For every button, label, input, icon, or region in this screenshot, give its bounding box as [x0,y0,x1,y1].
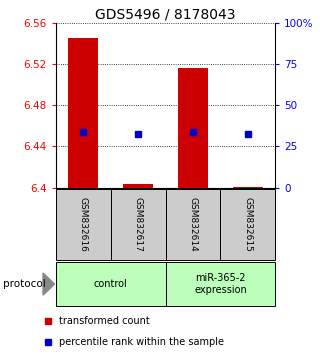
Text: transformed count: transformed count [59,316,149,326]
Title: GDS5496 / 8178043: GDS5496 / 8178043 [95,8,236,22]
Bar [111,189,166,260]
Text: protocol: protocol [3,279,46,289]
Bar [166,189,220,260]
Bar [220,189,275,260]
Text: GSM832617: GSM832617 [134,197,143,252]
Bar [123,183,153,188]
Bar [178,68,208,188]
Bar [166,262,275,306]
Text: GSM832615: GSM832615 [243,197,252,252]
Text: miR-365-2
expression: miR-365-2 expression [194,273,247,295]
Bar [233,187,263,188]
Text: GSM832616: GSM832616 [79,197,88,252]
Text: percentile rank within the sample: percentile rank within the sample [59,337,224,348]
Bar [56,262,166,306]
Text: control: control [94,279,128,289]
Text: GSM832614: GSM832614 [188,198,197,252]
Polygon shape [43,273,54,295]
Bar [56,189,111,260]
Bar [68,39,99,188]
